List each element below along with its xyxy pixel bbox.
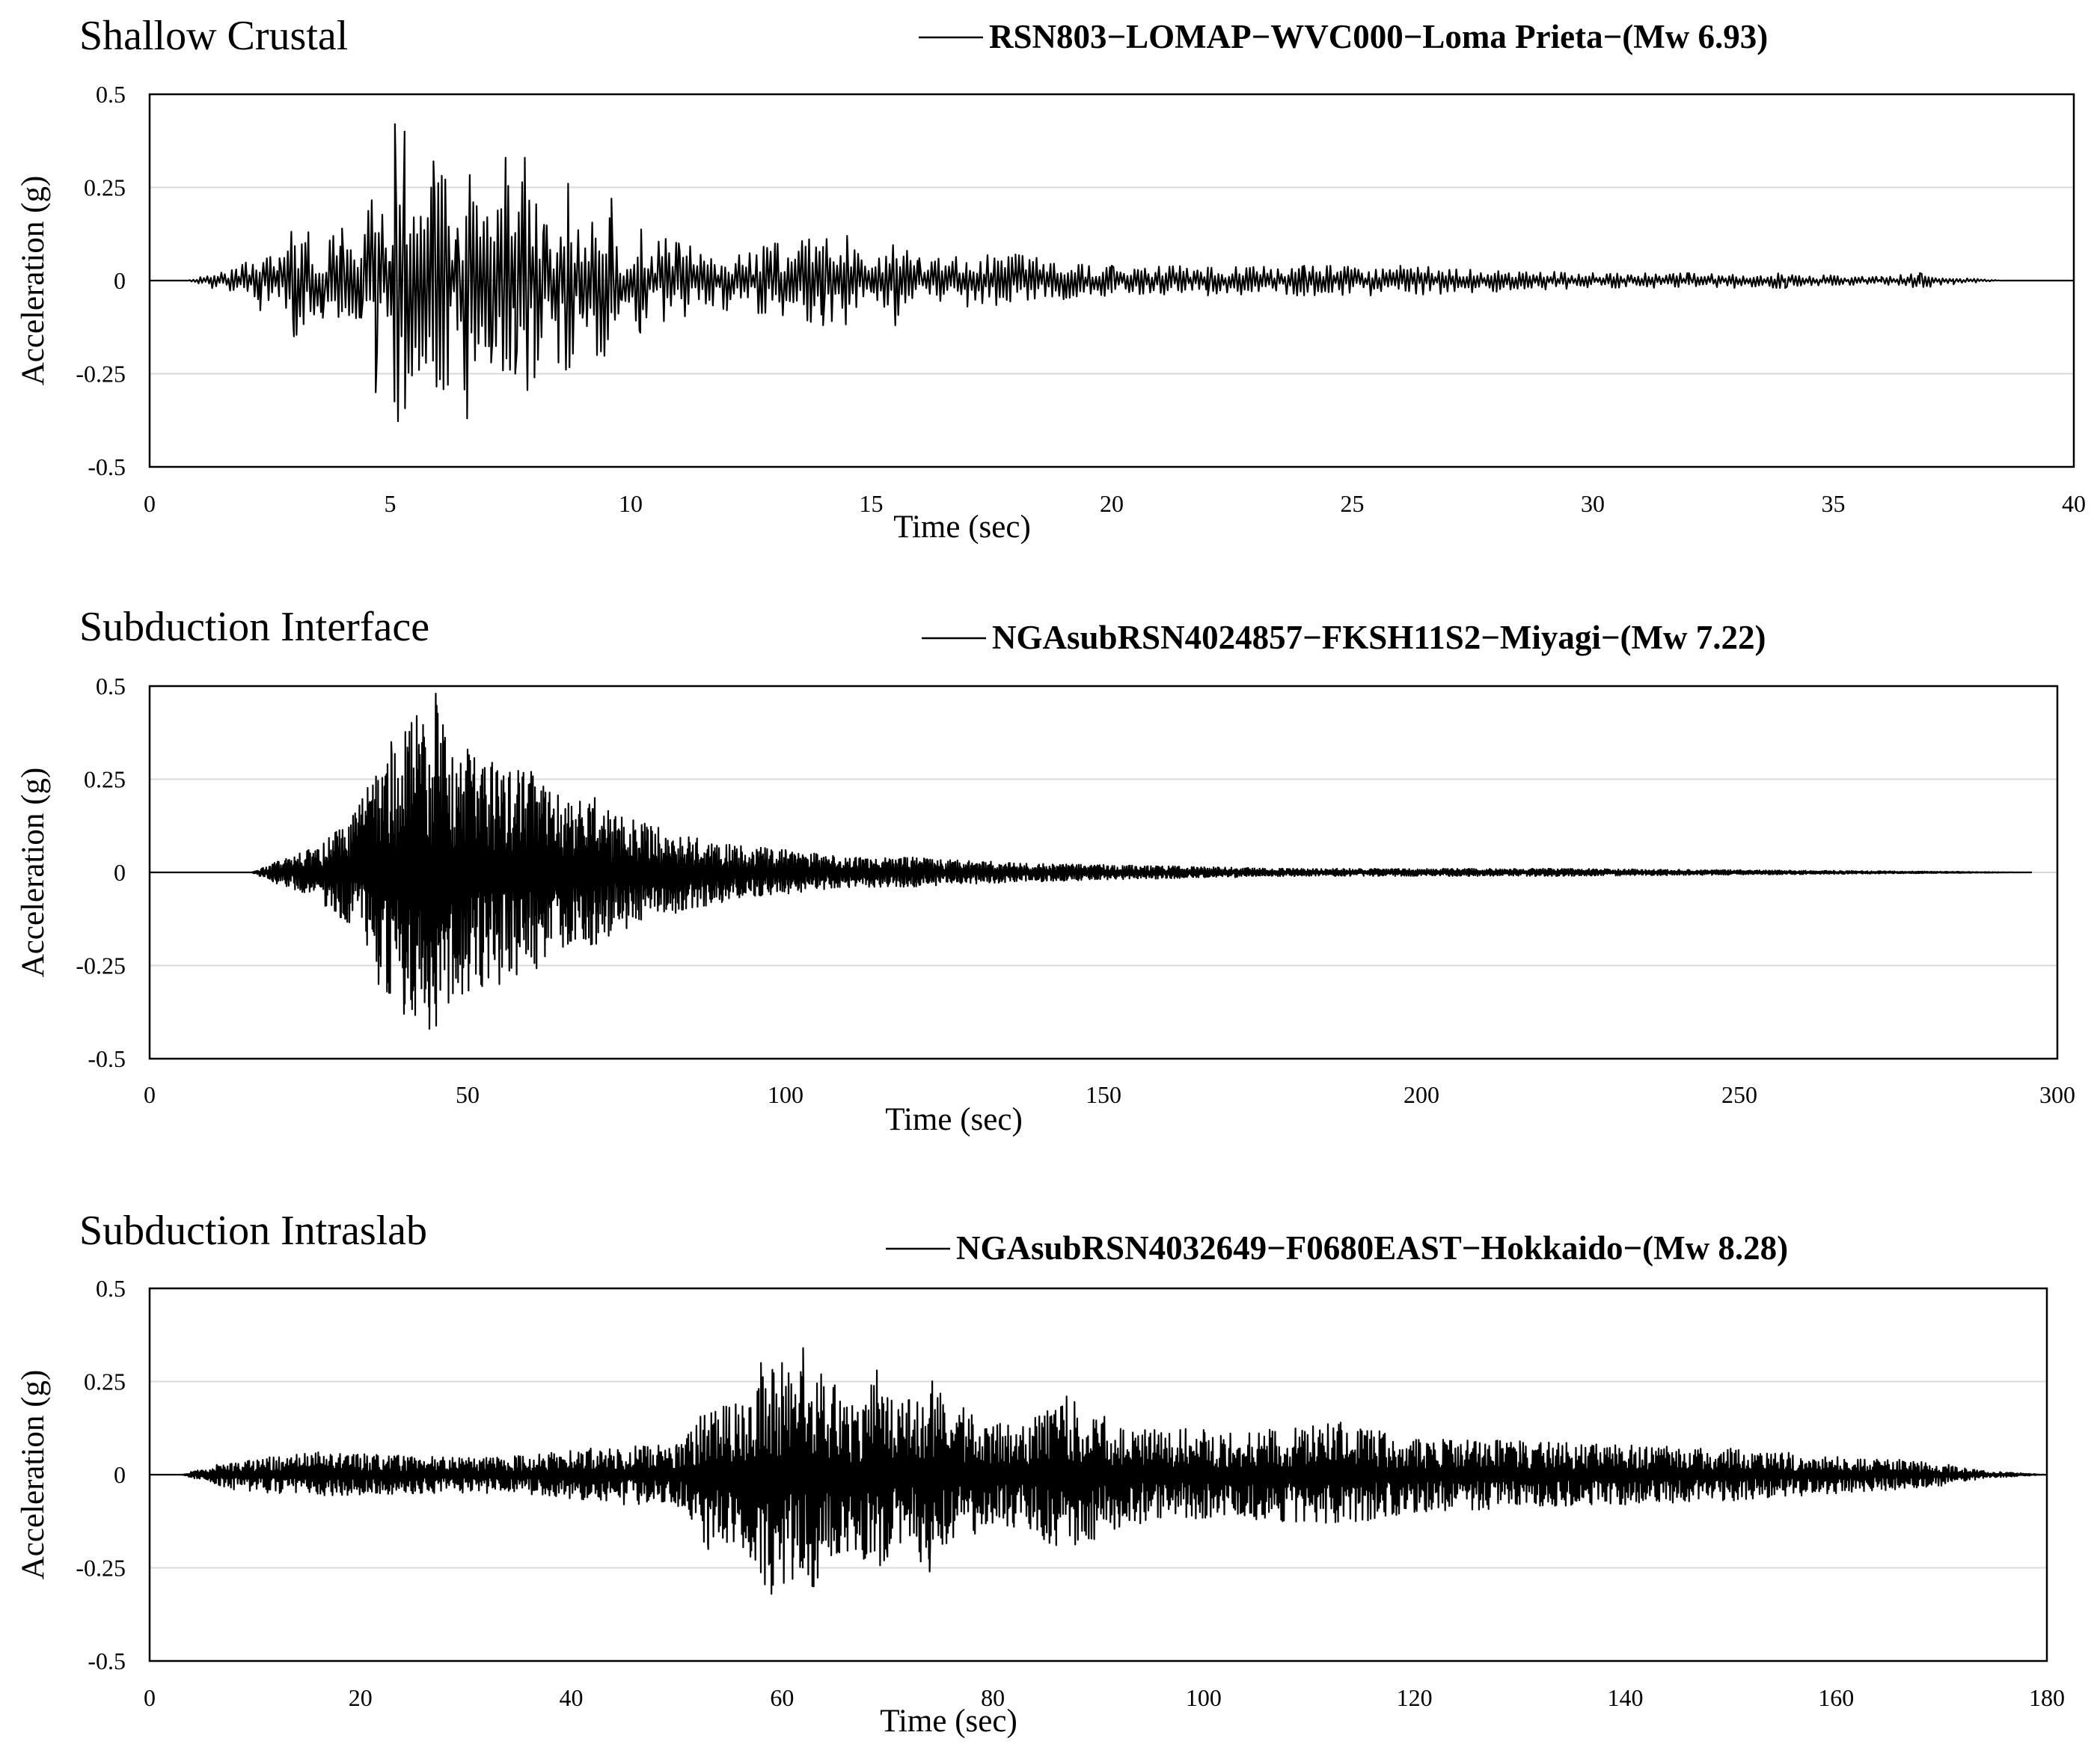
y-tick-label: 0	[114, 859, 126, 886]
y-tick-label: -0.5	[88, 1648, 126, 1674]
plot-frame	[148, 685, 2059, 1060]
y-tick-label: -0.5	[88, 1045, 126, 1072]
panel-title: Subduction Intraslab	[79, 1208, 427, 1254]
x-tick-label: 0	[144, 1081, 156, 1108]
x-axis-label: Time (sec)	[885, 1102, 1023, 1137]
x-tick-label: 0	[144, 490, 156, 517]
x-tick-label: 15	[860, 490, 884, 517]
y-tick-label: 0.25	[84, 766, 126, 793]
y-tick-label: -0.25	[76, 361, 126, 388]
y-tick-label: 0	[114, 1461, 126, 1488]
chart-panel-1: Shallow Crustal RSN803−LOMAP−WVC000−Loma …	[16, 13, 2086, 545]
legend-label: RSN803−LOMAP−WVC000−Loma Prieta−(Mw 6.93…	[989, 18, 1768, 55]
y-tick-label: 0.25	[84, 174, 126, 201]
y-axis-label: Acceleration (g)	[16, 1370, 51, 1580]
panel-title: Subduction Interface	[79, 604, 429, 650]
x-tick-label: 200	[1403, 1081, 1439, 1108]
x-tick-label: 300	[2039, 1081, 2075, 1108]
plot-frame	[148, 1287, 2048, 1662]
x-tick-label: 180	[2029, 1684, 2065, 1711]
chart-panel-2: Subduction Interface NGAsubRSN4024857−FKS…	[16, 604, 2075, 1137]
y-axis-label: Acceleration (g)	[16, 768, 51, 978]
x-tick-label: 40	[2062, 490, 2086, 517]
x-tick-label: 25	[1341, 490, 1365, 517]
x-axis-label: Time (sec)	[880, 1704, 1017, 1739]
panel-title: Shallow Crustal	[79, 13, 348, 59]
x-tick-label: 120	[1397, 1684, 1433, 1711]
y-tick-label: -0.25	[76, 1555, 126, 1582]
y-tick-label: 0	[114, 267, 126, 294]
series-line	[150, 123, 2074, 423]
x-tick-label: 20	[349, 1684, 373, 1711]
x-axis-label: Time (sec)	[893, 510, 1031, 545]
x-tick-label: 0	[144, 1684, 156, 1711]
y-tick-label: 0.5	[96, 81, 126, 108]
x-tick-label: 20	[1100, 490, 1124, 517]
series-line	[149, 692, 2033, 1030]
y-tick-label: 0.25	[84, 1368, 126, 1395]
x-tick-label: 150	[1086, 1081, 1121, 1108]
legend-label: NGAsubRSN4032649−F0680EAST−Hokkaido−(Mw …	[956, 1229, 1788, 1267]
x-tick-label: 100	[1186, 1684, 1222, 1711]
x-tick-label: 80	[981, 1684, 1005, 1711]
x-tick-label: 40	[560, 1684, 584, 1711]
x-tick-label: 140	[1607, 1684, 1643, 1711]
x-tick-label: 10	[619, 490, 643, 517]
y-tick-label: 0.5	[96, 673, 126, 700]
y-tick-label: -0.25	[76, 952, 126, 979]
x-tick-label: 5	[385, 490, 397, 517]
x-tick-label: 35	[1822, 490, 1846, 517]
chart-panel-3: Subduction Intraslab NGAsubRSN4032649−F06…	[16, 1208, 2065, 1739]
x-tick-label: 160	[1818, 1684, 1854, 1711]
series-line	[149, 1347, 2048, 1595]
x-tick-label: 100	[768, 1081, 803, 1108]
y-tick-label: 0.5	[96, 1275, 126, 1302]
x-tick-label: 60	[770, 1684, 794, 1711]
y-axis-label: Acceleration (g)	[16, 176, 51, 386]
y-tick-label: -0.5	[88, 453, 126, 480]
legend-label: NGAsubRSN4024857−FKSH11S2−Miyagi−(Mw 7.2…	[992, 619, 1766, 656]
x-tick-label: 50	[456, 1081, 480, 1108]
x-tick-label: 30	[1581, 490, 1605, 517]
x-tick-label: 250	[1721, 1081, 1757, 1108]
plot-frame	[148, 93, 2075, 468]
